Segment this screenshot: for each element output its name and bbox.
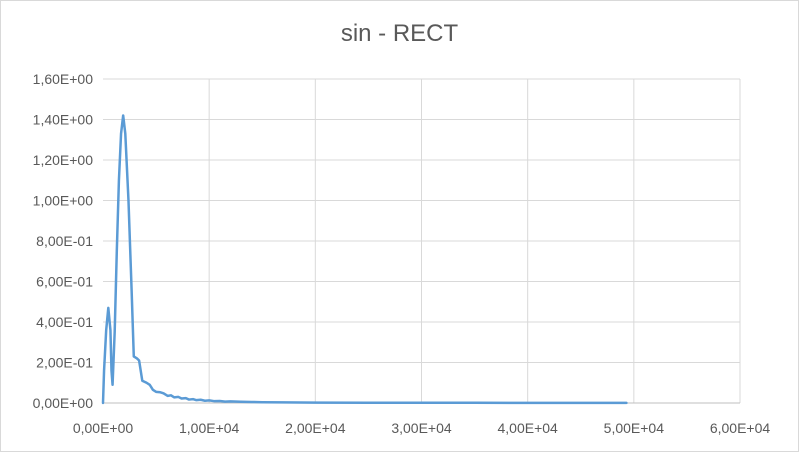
x-tick-label: 1,00E+04 bbox=[179, 420, 240, 436]
y-tick-label: 1,40E+00 bbox=[33, 112, 94, 128]
y-tick-label: 4,00E-01 bbox=[36, 314, 93, 330]
y-tick-label: 1,20E+00 bbox=[33, 152, 94, 168]
x-tick-labels: 0,00E+00 1,00E+04 2,00E+04 3,00E+04 4,00E+04… bbox=[73, 420, 771, 436]
series-line bbox=[101, 114, 628, 405]
y-tick-label: 8,00E-01 bbox=[36, 233, 93, 249]
y-tick-label: 0,00E+00 bbox=[33, 395, 94, 411]
y-tick-label: 1,60E+00 bbox=[33, 71, 94, 87]
y-tick-label: 1,00E+00 bbox=[33, 193, 94, 209]
x-tick-label: 4,00E+04 bbox=[497, 420, 558, 436]
series-group bbox=[101, 114, 628, 405]
y-tick-label: 6,00E-01 bbox=[36, 274, 93, 290]
y-tick-label: 2,00E-01 bbox=[36, 355, 93, 371]
gridlines bbox=[103, 78, 741, 403]
x-tick-label: 3,00E+04 bbox=[391, 420, 452, 436]
y-tick-labels: 0,00E+00 2,00E-01 4,00E-01 6,00E-01 8,00E-01… bbox=[33, 71, 94, 411]
x-tick-label: 0,00E+00 bbox=[73, 420, 134, 436]
x-tick-label: 5,00E+04 bbox=[604, 420, 665, 436]
x-tick-label: 2,00E+04 bbox=[285, 420, 346, 436]
chart-title: sin - RECT bbox=[340, 20, 459, 47]
x-tick-label: 6,00E+04 bbox=[710, 420, 771, 436]
